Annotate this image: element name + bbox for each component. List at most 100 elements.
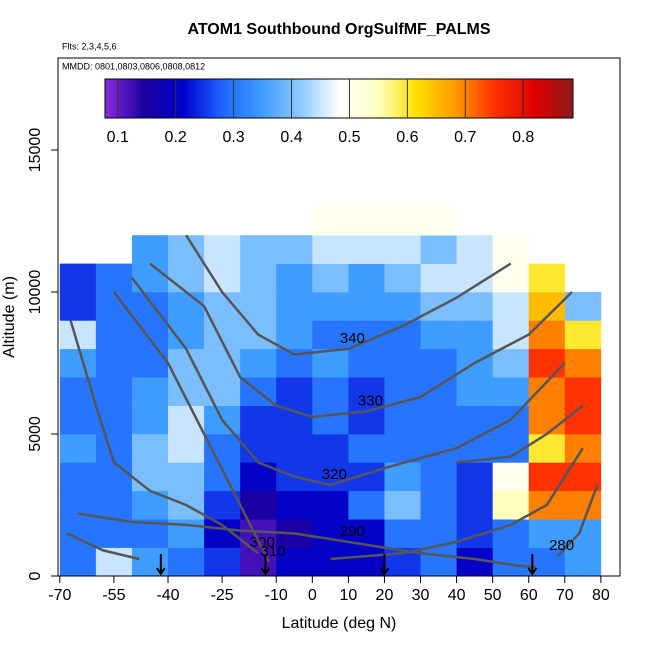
heat-cell [312, 320, 349, 350]
heat-cell [564, 490, 602, 520]
heat-cell [276, 235, 313, 264]
heat-cell [420, 263, 457, 293]
heat-cell [348, 235, 385, 264]
y-tick-label: 15000 [27, 128, 44, 173]
heat-cell [168, 320, 205, 350]
heat-cell [312, 292, 349, 321]
heat-cell [384, 405, 421, 435]
heat-cell [348, 405, 385, 435]
heat-cell [312, 434, 349, 463]
x-tick-label: 40 [448, 587, 466, 604]
heat-cell [564, 292, 602, 321]
contour-line [112, 291, 584, 563]
heat-cell [420, 405, 457, 435]
heat-cell [276, 405, 313, 435]
x-axis-label: Latitude (deg N) [282, 615, 397, 632]
heat-cell [312, 490, 349, 520]
heat-cell [348, 490, 385, 520]
heat-cell [276, 320, 313, 350]
heat-cell [348, 348, 385, 378]
heat-cell [95, 405, 133, 435]
heat-cell [59, 263, 97, 293]
heat-cell [95, 434, 133, 463]
x-tick-label: 70 [556, 587, 574, 604]
heat-cell [564, 348, 602, 378]
heat-cell [492, 348, 530, 378]
heat-cell [492, 263, 530, 293]
heat-cell [348, 292, 385, 321]
heat-cell [492, 292, 530, 321]
heat-cell [348, 547, 385, 577]
heat-cell [456, 235, 493, 264]
colorbar-tick-label: 0.8 [512, 129, 534, 146]
heat-cell [456, 377, 493, 406]
heat-cell [456, 519, 493, 548]
heat-cell [420, 547, 457, 577]
marker-arrow [260, 554, 271, 576]
contour-line [149, 262, 573, 419]
heat-cell [131, 235, 169, 264]
heat-cell [131, 377, 169, 406]
contour-line [77, 512, 537, 569]
heat-cell [168, 235, 205, 264]
heat-cell [348, 206, 385, 236]
contour-label: 330 [358, 392, 383, 409]
heat-cell [492, 462, 530, 492]
y-axis-label: Altitude (m) [1, 276, 18, 358]
heat-cell [204, 434, 241, 463]
heat-cell [420, 320, 457, 350]
heat-cell [59, 547, 97, 577]
heat-cell [240, 292, 277, 321]
heat-cell [95, 348, 133, 378]
heat-cell [384, 434, 421, 463]
x-tick-label: 20 [376, 587, 394, 604]
heat-cell [276, 377, 313, 406]
heat-cell [168, 377, 205, 406]
x-tick-label: -25 [211, 587, 234, 604]
heat-cell [456, 405, 493, 435]
heat-cell [276, 434, 313, 463]
heat-cell [420, 434, 457, 463]
heat-cell [384, 235, 421, 264]
heat-cell [168, 292, 205, 321]
heat-cell [528, 320, 566, 350]
heat-cell [59, 434, 97, 463]
heat-cell [384, 490, 421, 520]
heat-cell [204, 263, 241, 293]
heat-cell [240, 263, 277, 293]
heat-cell [276, 263, 313, 293]
colorbar-tick-label: 0.1 [107, 129, 129, 146]
heat-cell [131, 263, 169, 293]
chart-title: ATOM1 Southbound OrgSulfMF_PALMS [187, 21, 490, 38]
heat-cell [348, 263, 385, 293]
heat-cell [420, 490, 457, 520]
heat-cell [528, 405, 566, 435]
y-tick-label: 10000 [27, 270, 44, 315]
heat-cell [312, 547, 349, 577]
heat-cell [312, 405, 349, 435]
colorbar-tick-label: 0.5 [338, 129, 360, 146]
heat-cell [131, 462, 169, 492]
colorbar-tick-label: 0.6 [396, 129, 418, 146]
heat-cell [240, 405, 277, 435]
heat-cell [95, 292, 133, 321]
heat-cell [492, 377, 530, 406]
x-tick-label: -10 [265, 587, 288, 604]
heat-cell [456, 462, 493, 492]
y-tick-label: 5000 [27, 416, 44, 452]
heat-cell [492, 490, 530, 520]
marker-arrow [379, 554, 390, 576]
heat-cell [420, 462, 457, 492]
heat-cell [312, 206, 349, 236]
heat-cell [312, 519, 349, 548]
colorbar-tick-label: 0.4 [280, 129, 302, 146]
heat-cell [131, 348, 169, 378]
x-tick-label: -40 [156, 587, 179, 604]
contour-label: 280 [549, 537, 574, 554]
subtitle: Flts: 2,3,4,5,6 [62, 41, 117, 51]
x-tick-label: 80 [592, 587, 610, 604]
heat-cell [131, 405, 169, 435]
heat-cell [492, 235, 530, 264]
heat-cell [420, 235, 457, 264]
